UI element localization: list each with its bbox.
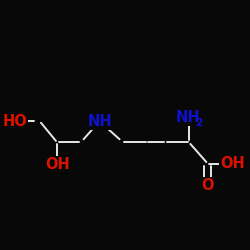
Text: NH: NH: [87, 114, 112, 129]
Text: HO: HO: [2, 114, 27, 129]
Text: OH: OH: [45, 157, 70, 172]
Text: NH: NH: [176, 110, 200, 125]
Text: OH: OH: [220, 156, 245, 171]
Text: O: O: [202, 178, 214, 194]
Text: 2: 2: [195, 118, 202, 128]
